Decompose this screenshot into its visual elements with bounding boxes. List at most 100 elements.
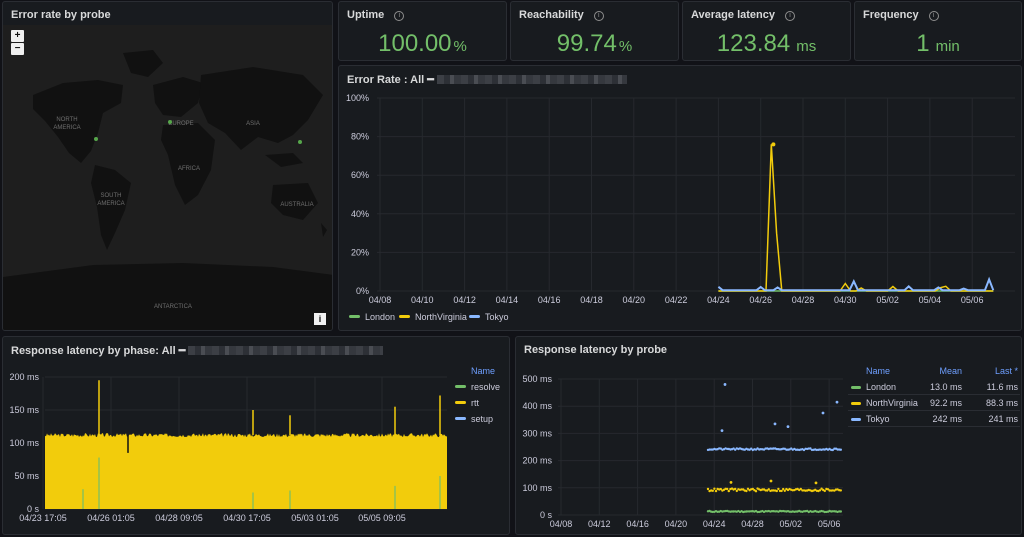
label-australia: AUSTRALIA [280, 202, 313, 208]
scatter-point-northvirginia [745, 489, 748, 493]
info-icon[interactable]: i [394, 11, 405, 21]
legend-swatch [455, 417, 466, 420]
x-tick-label: 04/28 09:05 [155, 513, 203, 523]
col-mean[interactable]: Mean [939, 366, 962, 376]
stat-title: Uptime [347, 9, 385, 21]
x-tick-label: 05/06 [961, 295, 984, 305]
africa [161, 123, 215, 205]
scatter-point-northvirginia [735, 489, 738, 493]
y-tick-label: 100 ms [9, 438, 39, 448]
y-tick-label: 0% [356, 286, 369, 296]
x-tick-label: 04/18 [580, 295, 603, 305]
panel-title: Response latency by phase: All ━ [11, 345, 186, 357]
latency-by-phase-chart[interactable]: 0 s 50 ms 100 ms 150 ms 200 ms 04/23 17:05 04/… [3, 337, 510, 535]
uptime-stat-panel: Uptime i 100.00% [338, 1, 507, 61]
legend-tokyo[interactable]: Tokyo [469, 312, 509, 322]
legend-name: NorthVirginia [866, 398, 918, 408]
legend-rtt[interactable]: rtt [455, 398, 479, 408]
scatter-outlier [835, 400, 839, 404]
asia [199, 67, 323, 150]
scatter-point-northvirginia [775, 489, 778, 493]
scatter-point-northvirginia [780, 489, 783, 493]
legend-swatch [455, 385, 466, 388]
scatter-outlier [769, 479, 773, 483]
col-name[interactable]: Name [866, 366, 891, 376]
x-tick-label: 05/02 [780, 519, 803, 529]
zoom-out-button[interactable]: − [11, 43, 24, 55]
y-tick-label: 500 ms [522, 374, 552, 384]
series-line-tokyo [717, 276, 995, 292]
legend-london[interactable]: London [349, 312, 395, 322]
info-icon[interactable]: i [928, 11, 939, 21]
legend-label: Tokyo [485, 312, 509, 322]
legend-row-northvirginia[interactable]: NorthVirginia 92.2 ms 88.3 ms [848, 396, 1020, 411]
legend-northvirginia[interactable]: NorthVirginia [399, 312, 467, 322]
y-tick-label: 40% [351, 209, 369, 219]
legend-row-tokyo[interactable]: Tokyo 242 ms 241 ms [848, 412, 1020, 427]
scatter-point-northvirginia [839, 489, 842, 492]
legend-last: 241 ms [988, 414, 1018, 424]
scatter-point-tokyo [831, 448, 834, 452]
scatter-point-northvirginia [823, 489, 826, 493]
scatter-point-northvirginia [727, 489, 730, 493]
info-icon[interactable]: i [784, 11, 795, 21]
latency-by-probe-chart[interactable]: 0 s 100 ms 200 ms 300 ms 400 ms 500 ms 04/08 04… [516, 337, 1022, 535]
scatter-point-northvirginia [820, 487, 823, 490]
attribution-icon[interactable]: i [314, 313, 326, 325]
legend-name: London [866, 382, 897, 392]
stat-unit: ms [796, 38, 817, 55]
legend-setup[interactable]: setup [455, 414, 493, 424]
europe [153, 77, 203, 117]
x-tick-label: 05/03 01:05 [291, 513, 339, 523]
label-asia: ASIA [246, 121, 260, 127]
rtt-bars [45, 433, 447, 509]
scatter-outlier [786, 425, 790, 428]
y-tick-label: 80% [351, 132, 369, 142]
scatter-point-northvirginia [713, 487, 716, 490]
scatter-point-northvirginia [777, 487, 780, 491]
scatter-point-northvirginia [726, 487, 729, 491]
legend-resolve[interactable]: resolve [455, 382, 500, 392]
scatter-point-northvirginia [714, 489, 718, 493]
legend-swatch [455, 401, 466, 404]
y-tick-label: 200 ms [9, 372, 39, 382]
stat-title: Frequency [863, 9, 919, 21]
x-tick-label: 04/16 [538, 295, 561, 305]
col-last[interactable]: Last * [994, 366, 1018, 376]
stat-unit: % [618, 38, 633, 55]
info-icon[interactable]: i [593, 11, 604, 21]
legend-last: 11.6 ms [986, 382, 1018, 392]
zoom-in-button[interactable]: + [11, 30, 24, 42]
scatter-point-tokyo [809, 447, 812, 450]
stat-title: Average latency [691, 9, 775, 21]
legend-label: London [365, 312, 396, 322]
legend-swatch [851, 418, 861, 421]
scatter-outlier [723, 383, 727, 386]
redacted-filter [436, 75, 627, 84]
scatter-point-tokyo [750, 447, 753, 450]
legend-swatch [851, 386, 861, 389]
y-tick-label: 400 ms [522, 401, 552, 411]
legend-row-london[interactable]: London 13.0 ms 11.6 ms [848, 380, 1020, 395]
panel-title: Error rate by probe [11, 9, 111, 21]
map-panel: Error rate by probe NORTH AMERICA EUROPE… [2, 1, 333, 331]
x-tick-label: 04/26 01:05 [87, 513, 135, 523]
newzealand [321, 223, 327, 237]
world-map[interactable]: NORTH AMERICA EUROPE ASIA AFRICA SOUTH A… [3, 25, 333, 331]
scatter-point-northvirginia [799, 487, 802, 491]
legend-mean: 13.0 ms [929, 382, 962, 392]
x-tick-label: 04/30 17:05 [223, 513, 271, 523]
y-tick-label: 60% [351, 170, 369, 180]
x-tick-label: 04/16 [626, 519, 649, 529]
indonesia [265, 153, 303, 167]
legend-header: Name [471, 366, 496, 376]
north-america [33, 80, 123, 163]
label-africa: AFRICA [178, 166, 200, 172]
x-tick-label: 04/30 [834, 295, 857, 305]
legend-table: Name Mean Last * London 13.0 ms 11.6 ms … [848, 366, 1020, 436]
probe-marker-northvirginia [94, 137, 98, 141]
stat-value: 100.00 [378, 30, 452, 57]
error-rate-chart[interactable]: 0% 20% 40% 60% 80% 100% 04/08 04/10 04/12 04/14 04… [339, 66, 1022, 331]
legend-last: 88.3 ms [985, 398, 1018, 408]
legend-swatch [399, 315, 410, 318]
